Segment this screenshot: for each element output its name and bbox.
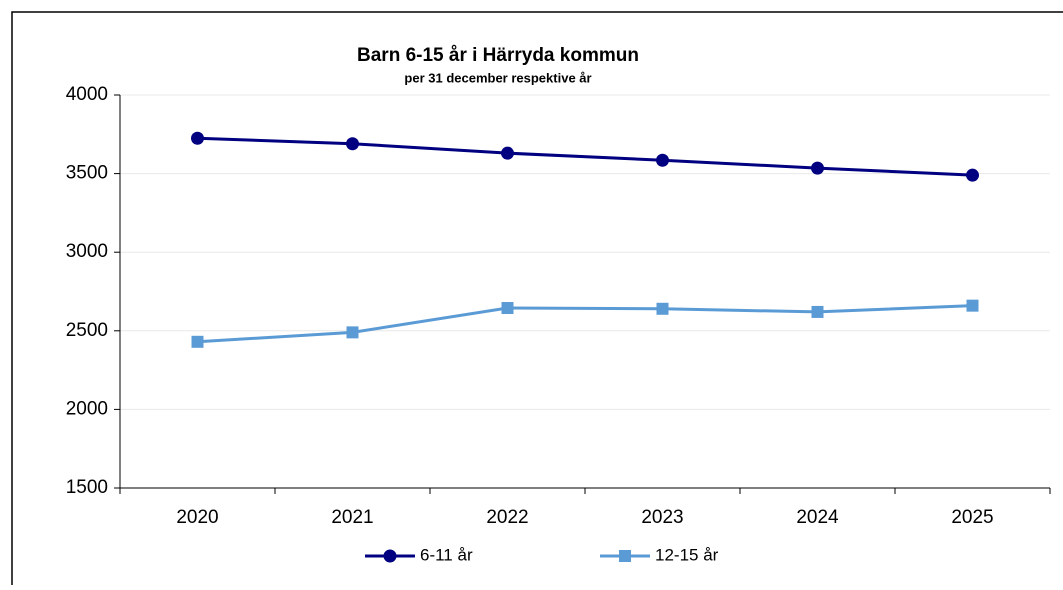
legend-label: 12-15 år — [655, 545, 719, 564]
data-point — [966, 299, 979, 312]
data-point — [811, 161, 824, 175]
data-point — [346, 137, 359, 151]
data-point — [501, 302, 514, 315]
data-point — [656, 302, 669, 315]
y-tick-label: 2000 — [66, 398, 108, 419]
data-point — [191, 335, 204, 348]
legend-marker — [383, 549, 397, 563]
x-tick-label: 2021 — [331, 507, 373, 528]
x-tick-label: 2025 — [951, 507, 993, 528]
data-point — [501, 146, 514, 160]
chart-title: Barn 6-15 år i Härryda kommun — [357, 45, 639, 66]
data-point — [346, 326, 359, 339]
chart-border — [11, 11, 1063, 590]
series-line — [197, 304, 973, 344]
x-tick-label: 2024 — [796, 507, 839, 528]
data-point — [966, 168, 979, 182]
y-tick-label: 4000 — [66, 84, 108, 105]
y-tick-label: 2500 — [66, 320, 108, 341]
data-point — [811, 305, 824, 318]
x-tick-label: 2022 — [486, 507, 528, 528]
y-tick-label: 3500 — [66, 163, 108, 184]
data-point — [656, 153, 669, 167]
x-tick-label: 2023 — [641, 507, 683, 528]
data-point — [191, 131, 204, 145]
series-line — [197, 136, 973, 177]
y-tick-label: 3000 — [66, 241, 108, 262]
chart-subtitle: per 31 december respektive år — [404, 70, 591, 85]
x-tick-label: 2020 — [176, 507, 218, 528]
legend-label: 6-11 år — [420, 545, 473, 564]
y-tick-label: 1500 — [66, 477, 108, 498]
legend-marker — [619, 550, 631, 562]
